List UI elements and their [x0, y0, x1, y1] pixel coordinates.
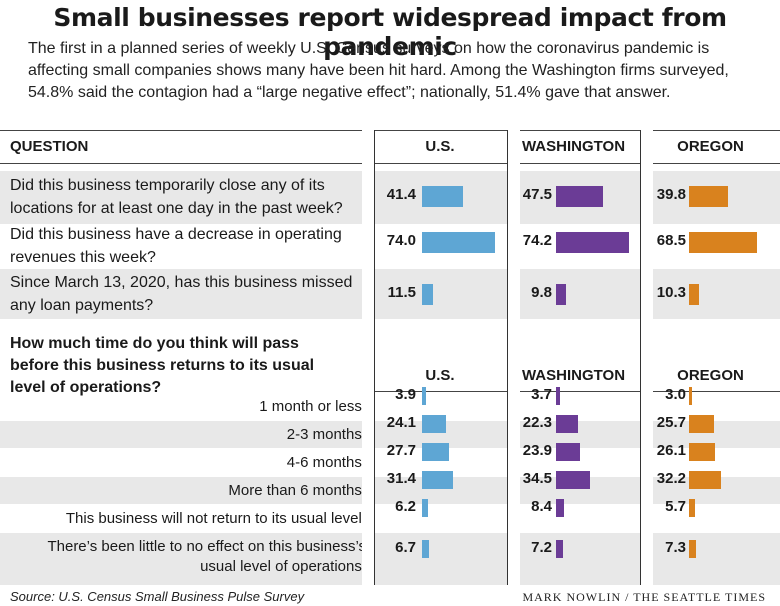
bar-washington [556, 231, 630, 253]
row-label-3: 4-6 months: [286, 454, 366, 471]
value-label-oregon: 10.3 [656, 284, 686, 301]
bar-washington [556, 387, 560, 405]
row-label-2: 2-3 months: [286, 426, 366, 443]
bar-oregon [689, 471, 721, 489]
column-gap [640, 130, 653, 585]
value-label-washington: 23.9 [522, 442, 552, 459]
bar-us [422, 283, 434, 305]
bar-us [422, 540, 429, 558]
column-divider [640, 130, 641, 585]
intro-text: The first in a planned series of weekly … [28, 40, 729, 101]
value-label-washington: 22.3 [522, 414, 552, 431]
bar-us [422, 499, 429, 517]
bar-oregon [689, 231, 757, 253]
value-label-oregon: 7.3 [665, 539, 686, 556]
table-header-row: QUESTION U.S. WASHINGTON OREGON [0, 130, 780, 164]
oregon-header: OREGON [677, 138, 744, 155]
value-label-us: 27.7 [386, 442, 416, 459]
value-label-washington: 74.2 [522, 232, 552, 249]
credit-line: MARK NOWLIN / THE SEATTLE TIMES [522, 590, 766, 604]
value-label-washington: 8.4 [531, 498, 552, 515]
source-note: Source: U.S. Census Small Business Pulse… [10, 589, 305, 604]
value-label-washington: 47.5 [522, 186, 552, 203]
value-label-us: 31.4 [386, 470, 416, 487]
bar-washington [556, 415, 578, 433]
bar-oregon [689, 415, 715, 433]
bar-us [422, 415, 446, 433]
value-label-oregon: 32.2 [656, 470, 686, 487]
row-label-5: This business will not return to its usu… [65, 510, 366, 527]
value-label-oregon: 68.5 [656, 232, 686, 249]
bar-us [422, 471, 453, 489]
bar-us [422, 185, 463, 207]
bar-oregon [689, 283, 700, 305]
bar-washington [556, 540, 564, 558]
bar-washington [556, 471, 591, 489]
question-header: QUESTION [10, 138, 89, 155]
value-label-oregon: 25.7 [656, 414, 686, 431]
column-divider [374, 130, 375, 585]
bar-washington [556, 283, 566, 305]
row-label-1: 1 month or less: [259, 398, 366, 415]
column-gap [507, 130, 520, 585]
value-label-us: 74.0 [386, 232, 416, 249]
question-3: Since March 13, 2020, has this business … [10, 274, 353, 314]
bar-us [422, 387, 426, 405]
bar-us [422, 443, 450, 461]
oregon-header-2: OREGON [677, 367, 744, 384]
value-label-oregon: 26.1 [656, 442, 686, 459]
value-label-washington: 3.7 [531, 386, 552, 403]
row-label-6: There’s been little to no effect on this… [47, 538, 366, 575]
value-label-washington: 7.2 [531, 539, 552, 556]
section-2-header-rule [374, 391, 780, 392]
value-label-us: 11.5 [387, 284, 416, 301]
bar-oregon [689, 387, 692, 405]
bar-washington [556, 499, 565, 517]
washington-header: WASHINGTON [521, 138, 626, 155]
value-label-washington: 9.8 [531, 284, 552, 301]
value-label-oregon: 39.8 [656, 186, 686, 203]
column-gap [362, 130, 375, 585]
us-header: U.S. [425, 138, 455, 155]
us-header-2: U.S. [425, 367, 455, 384]
chart-title: Small businesses report widespread impac… [53, 3, 727, 61]
bar-us [422, 231, 495, 253]
question-2: Did this business have a decrease in ope… [10, 226, 342, 266]
value-label-us: 24.1 [386, 414, 416, 431]
section-2-question: How much time do you think will pass bef… [10, 335, 315, 396]
question-1: Did this business temporarily close any … [10, 177, 343, 217]
row-label-4: More than 6 months: [228, 482, 366, 499]
washington-header-2: WASHINGTON [521, 367, 626, 384]
bar-oregon [689, 540, 697, 558]
value-label-us: 6.2 [395, 498, 416, 515]
bar-oregon [689, 499, 695, 517]
value-label-us: 6.7 [395, 539, 416, 556]
column-divider [507, 130, 508, 585]
value-label-us: 3.9 [395, 386, 416, 403]
bar-oregon [689, 185, 729, 207]
bar-washington [556, 185, 603, 207]
value-label-oregon: 5.7 [665, 498, 686, 515]
bar-washington [556, 443, 580, 461]
bar-oregon [689, 443, 715, 461]
value-label-us: 41.4 [386, 186, 416, 203]
value-label-washington: 34.5 [522, 470, 552, 487]
value-label-oregon: 3.0 [665, 386, 686, 403]
